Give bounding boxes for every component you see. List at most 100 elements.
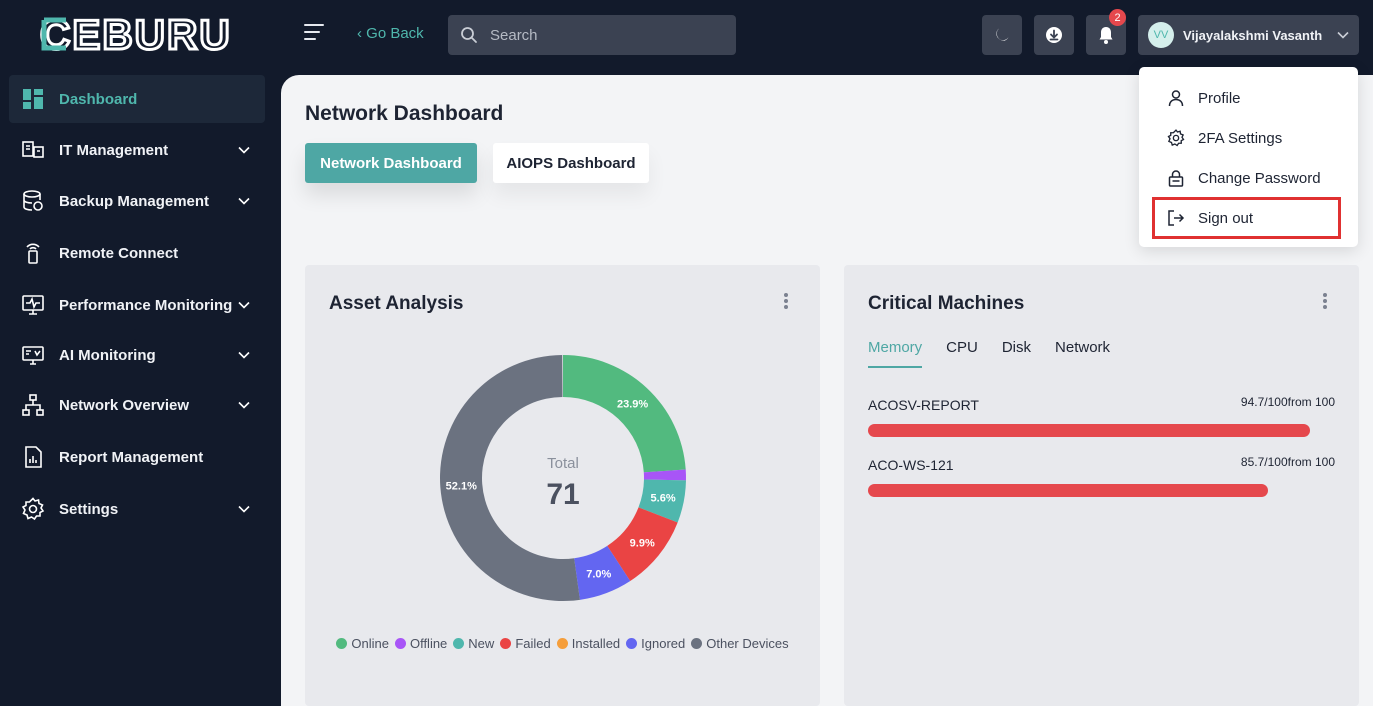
donut-slice-ignored[interactable] <box>574 545 631 600</box>
legend-label: Ignored <box>641 636 686 651</box>
sidebar-item-remote-connect[interactable]: Remote Connect <box>9 229 265 277</box>
sidebar-item-it-management[interactable]: IT Management <box>9 126 265 174</box>
legend-item-online[interactable]: Online <box>336 633 389 655</box>
legend-item-ignored[interactable]: Ignored <box>626 633 685 655</box>
donut-data-label: 23.9% <box>617 398 648 410</box>
user-name: Vijayalakshmi Vasanth <box>1183 27 1323 43</box>
chevron-down-icon <box>238 505 250 513</box>
donut-data-label: 52.1% <box>446 480 477 492</box>
sidebar-item-performance-monitoring[interactable]: Performance Monitoring <box>9 281 265 329</box>
search-icon <box>461 27 477 43</box>
donut-slice-new[interactable] <box>638 479 686 523</box>
sidebar-item-label: Network Overview <box>59 396 190 414</box>
page-title: Network Dashboard <box>305 102 504 125</box>
donut-slice-offline[interactable] <box>643 469 686 481</box>
notifications-button[interactable]: 2 <box>1086 9 1126 55</box>
legend-item-offline[interactable]: Offline <box>394 633 448 655</box>
download-button[interactable] <box>1034 15 1074 55</box>
search-box[interactable] <box>448 15 736 55</box>
sidebar-item-settings[interactable]: Settings <box>9 485 265 533</box>
more-options-icon[interactable] <box>1323 293 1329 311</box>
donut-data-label: 9.9% <box>630 537 655 549</box>
top-bar: CEBURU ‹ Go Back 2 VV Vijayalakshmi Vasa… <box>0 0 1373 72</box>
sign-out-highlight <box>1152 197 1341 239</box>
legend-item-other-devices[interactable]: Other Devices <box>691 633 789 655</box>
donut-slice-failed[interactable] <box>607 507 678 582</box>
menu-item-sign-out[interactable]: Sign out <box>1167 206 1253 230</box>
asset-donut-chart: 23.9% 5.6% 9.9% 7.0% 52.1% Total 71 <box>439 355 686 601</box>
menu-toggle-button[interactable] <box>304 24 330 46</box>
ceburu-logo[interactable]: CEBURU <box>40 16 236 52</box>
legend-item-installed[interactable]: Installed <box>556 633 621 655</box>
sidebar-item-label: Backup Management <box>59 192 210 210</box>
legend-dot <box>336 638 348 649</box>
legend-dot <box>691 638 703 649</box>
sidebar-item-label: IT Management <box>59 141 169 159</box>
gear-icon <box>1167 129 1187 147</box>
legend-dot <box>500 638 512 649</box>
card-title: Critical Machines <box>868 293 1025 314</box>
tab-disk[interactable]: Disk <box>1001 339 1032 356</box>
chevron-down-icon <box>1337 31 1349 39</box>
chevron-down-icon <box>238 301 250 309</box>
more-options-icon[interactable] <box>784 293 790 311</box>
legend-dot <box>453 638 465 649</box>
svg-text:CEBURU: CEBURU <box>40 16 232 52</box>
tab-cpu[interactable]: CPU <box>946 339 978 356</box>
tab-network[interactable]: Network <box>1055 339 1111 356</box>
donut-total-value: 71 <box>546 478 579 511</box>
sidebar-item-label: Report Management <box>59 448 204 466</box>
monitor-icon <box>21 293 45 317</box>
legend-dot <box>556 638 568 649</box>
machine-name: ACO-WS-121 <box>868 457 954 473</box>
critical-machines-card: Critical Machines Memory CPU Disk Networ… <box>844 265 1359 706</box>
critical-machines-tabs: Memory CPU Disk Network <box>868 339 1134 368</box>
network-icon <box>21 393 45 417</box>
legend-label: Online <box>351 636 389 651</box>
machine-row: ACOSV-REPORT 94.7/100from 100 <box>868 395 1335 437</box>
main-content: Network Dashboard Network Dashboard AIOP… <box>281 75 1373 706</box>
legend-item-new[interactable]: New <box>453 633 494 655</box>
sidebar-item-network-overview[interactable]: Network Overview <box>9 381 265 429</box>
menu-item-change-password[interactable]: Change Password <box>1167 166 1321 190</box>
menu-item-profile[interactable]: Profile <box>1167 86 1241 110</box>
sidebar-item-dashboard[interactable]: Dashboard <box>9 75 265 123</box>
donut-slice-online[interactable] <box>563 355 686 473</box>
donut-data-label: 5.6% <box>651 493 676 505</box>
download-icon <box>1046 27 1062 43</box>
machine-value: 85.7/100from 100 <box>1240 455 1335 469</box>
legend-dot <box>394 638 406 649</box>
tab-aiops-dashboard[interactable]: AIOPS Dashboard <box>493 143 649 183</box>
dashboard-icon <box>21 87 45 111</box>
user-menu-button[interactable]: VV Vijayalakshmi Vasanth <box>1138 15 1359 55</box>
sidebar-item-backup-management[interactable]: Backup Management <box>9 177 265 225</box>
donut-slice-other-devices[interactable] <box>439 355 580 601</box>
avatar: VV <box>1148 22 1174 48</box>
machine-name: ACOSV-REPORT <box>868 397 979 413</box>
go-back-link[interactable]: ‹ Go Back <box>357 25 424 42</box>
chevron-down-icon <box>238 351 250 359</box>
machine-usage-bar <box>868 484 1268 497</box>
tab-memory[interactable]: Memory <box>868 339 923 368</box>
legend-label: Other Devices <box>706 636 789 651</box>
tab-network-dashboard[interactable]: Network Dashboard <box>305 143 477 183</box>
dark-mode-toggle[interactable] <box>982 15 1022 55</box>
lock-icon <box>1167 169 1187 187</box>
bell-icon <box>1099 27 1113 44</box>
chart-legend: Online Offline New Failed Installed Ignored Ot… <box>329 633 796 655</box>
machine-row: ACO-WS-121 85.7/100from 100 <box>868 455 1335 497</box>
chevron-down-icon <box>238 146 250 154</box>
menu-item-2fa-settings[interactable]: 2FA Settings <box>1167 126 1282 150</box>
machine-usage-bar <box>868 424 1310 437</box>
legend-dot <box>626 638 638 649</box>
sidebar-item-label: AI Monitoring <box>59 346 156 364</box>
sidebar-item-report-management[interactable]: Report Management <box>9 433 265 481</box>
database-icon <box>21 189 45 213</box>
legend-item-failed[interactable]: Failed <box>500 633 551 655</box>
card-title: Asset Analysis <box>329 293 464 314</box>
legend-label: Offline <box>409 636 448 651</box>
sidebar-item-label: Settings <box>59 500 119 518</box>
sidebar-item-ai-monitoring[interactable]: AI Monitoring <box>9 331 265 379</box>
search-input[interactable] <box>490 26 710 44</box>
legend-label: Installed <box>571 636 621 651</box>
